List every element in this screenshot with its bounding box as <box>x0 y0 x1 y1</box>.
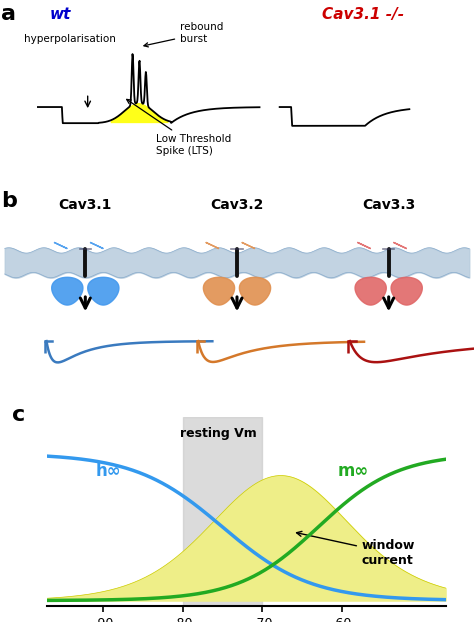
Text: c: c <box>11 406 25 425</box>
Polygon shape <box>52 277 83 305</box>
Polygon shape <box>391 277 422 305</box>
Polygon shape <box>239 277 271 305</box>
Polygon shape <box>111 103 168 123</box>
Text: wt: wt <box>50 7 71 22</box>
Text: b: b <box>1 191 17 211</box>
Polygon shape <box>357 243 371 249</box>
Text: resting Vm: resting Vm <box>180 427 257 440</box>
Polygon shape <box>90 243 103 249</box>
Text: hyperpolarisation: hyperpolarisation <box>24 34 116 44</box>
Text: m∞: m∞ <box>338 462 369 480</box>
Text: Cav3.1 -/-: Cav3.1 -/- <box>322 7 404 22</box>
Bar <box>183 417 263 606</box>
Text: Cav3.3: Cav3.3 <box>362 198 415 212</box>
Text: Cav3.2: Cav3.2 <box>210 198 264 212</box>
Text: window
current: window current <box>297 531 415 567</box>
Text: a: a <box>1 4 17 24</box>
Polygon shape <box>242 243 255 249</box>
Polygon shape <box>393 243 407 249</box>
Polygon shape <box>206 243 219 249</box>
Text: h∞: h∞ <box>95 462 121 480</box>
Polygon shape <box>203 277 235 305</box>
Polygon shape <box>54 243 67 249</box>
Text: rebound
burst: rebound burst <box>144 22 224 47</box>
Polygon shape <box>355 277 386 305</box>
Polygon shape <box>88 277 119 305</box>
Text: Cav3.1: Cav3.1 <box>59 198 112 212</box>
Text: Low Threshold
Spike (LTS): Low Threshold Spike (LTS) <box>127 100 232 156</box>
